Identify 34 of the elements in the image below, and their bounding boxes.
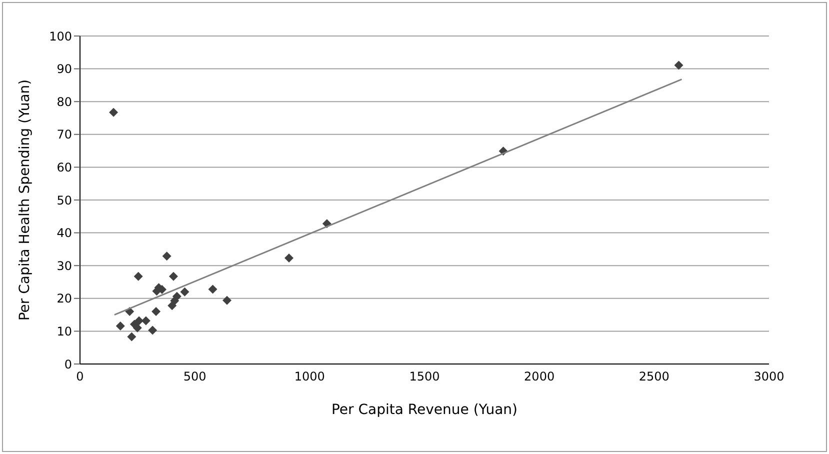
x-tick-label: 0	[76, 370, 84, 384]
y-tick-label: 0	[64, 357, 72, 372]
point	[208, 284, 218, 294]
point	[152, 307, 161, 316]
point	[134, 272, 143, 281]
y-tick-label: 70	[56, 128, 72, 142]
y-tick-label: 10	[56, 324, 72, 338]
point	[674, 60, 684, 70]
point	[168, 272, 178, 281]
point	[148, 326, 158, 335]
y-tick-label: 40	[56, 226, 72, 240]
y-tick-label: 60	[56, 160, 72, 174]
point	[162, 252, 172, 261]
y-tick-label: 30	[56, 258, 72, 273]
point	[180, 287, 190, 296]
y-tick-label: 90	[56, 62, 72, 76]
point	[127, 332, 136, 342]
x-tick-label: 2000	[524, 370, 555, 384]
point	[172, 292, 182, 301]
point	[284, 254, 294, 263]
point	[116, 321, 125, 330]
x-axis-title: Per Capita Revenue (Yuan)	[331, 402, 518, 418]
x-tick-label: 1000	[294, 370, 325, 384]
y-tick-label: 50	[56, 193, 72, 208]
x-tick-label: 3000	[754, 370, 784, 384]
x-tick-label: 2500	[638, 370, 670, 384]
x-tick-label: 1500	[409, 370, 440, 384]
point	[109, 108, 118, 117]
y-axis-title: Per Capita Health Spending (Yuan)	[16, 79, 33, 321]
y-tick-label: 80	[56, 94, 72, 109]
y-tick-label: 20	[56, 292, 72, 306]
y-tick-label: 100	[49, 29, 72, 44]
point	[222, 296, 232, 305]
x-tick-label: 500	[183, 370, 206, 384]
